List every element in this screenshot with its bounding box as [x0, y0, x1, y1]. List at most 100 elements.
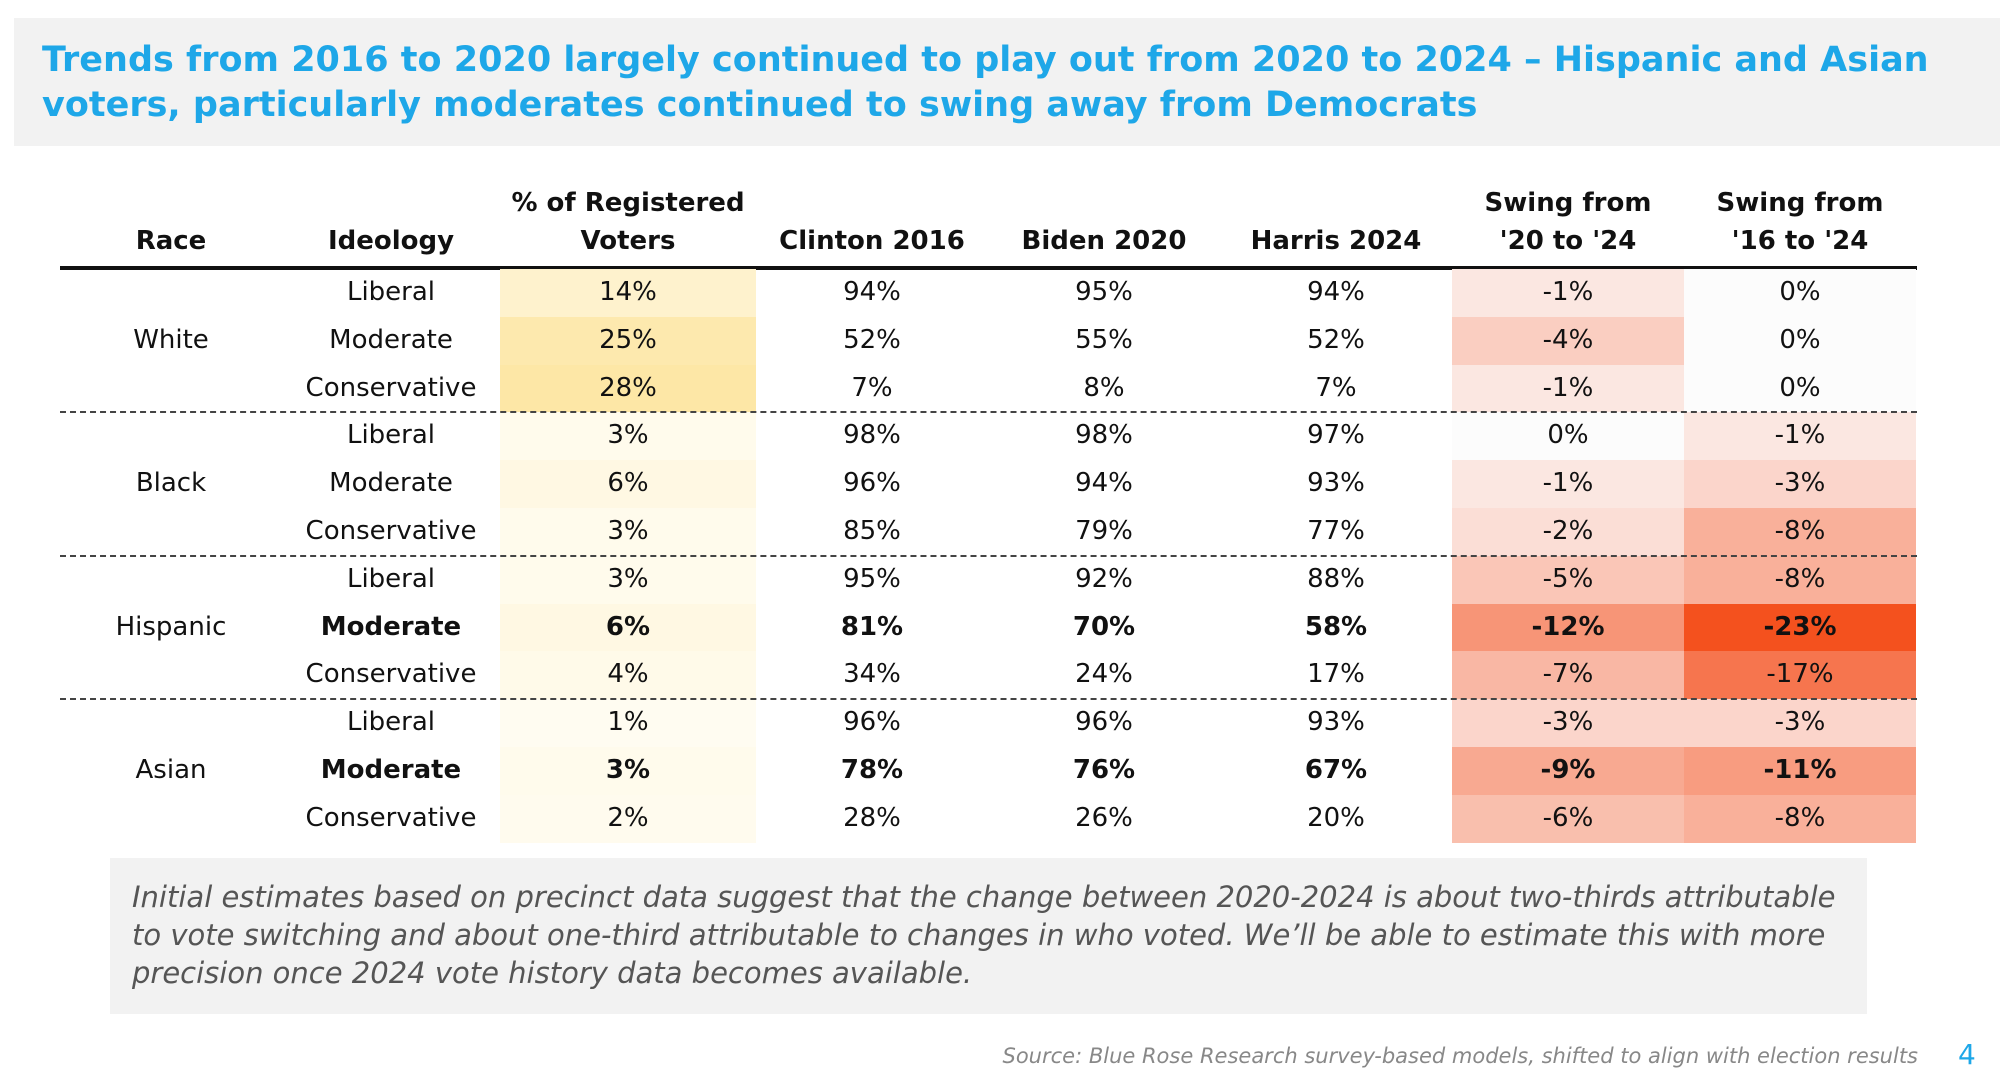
cell-ideology: Moderate: [329, 468, 453, 499]
cell-swing-20-24: -3%: [1452, 699, 1684, 747]
cell-swing-16-24: -3%: [1684, 699, 1916, 747]
cell-ideology: Moderate: [329, 324, 453, 355]
cell-registered: 1%: [500, 699, 756, 747]
header-swing-16-24-line2: '16 to '24: [1731, 226, 1869, 256]
cell-registered: 3%: [500, 412, 756, 461]
cell-swing-16-24: 0%: [1684, 316, 1916, 365]
cell-harris: 7%: [1315, 372, 1357, 403]
cell-registered: 14%: [500, 269, 756, 317]
cell-clinton: 95%: [843, 563, 901, 594]
cell-clinton: 94%: [843, 277, 901, 307]
cell-biden: 95%: [1075, 277, 1133, 307]
cell-harris: 67%: [1304, 755, 1368, 785]
cell-harris: 58%: [1304, 611, 1368, 642]
cell-registered: 4%: [500, 651, 756, 700]
cell-biden: 8%: [1083, 372, 1125, 403]
header-swing-20-24-line2: '20 to '24: [1499, 226, 1637, 256]
header-rule: [60, 266, 1917, 270]
cell-clinton: 7%: [851, 372, 893, 403]
cell-ideology: Conservative: [305, 516, 477, 546]
cell-swing-16-24: -23%: [1684, 603, 1916, 652]
cell-biden: 92%: [1075, 563, 1133, 594]
cell-clinton: 98%: [843, 420, 901, 451]
cell-swing-16-24: -11%: [1684, 747, 1916, 795]
race-label: Black: [135, 468, 207, 499]
cell-ideology: Liberal: [346, 563, 436, 594]
cell-swing-20-24: -2%: [1452, 508, 1684, 556]
cell-swing-20-24: -6%: [1452, 794, 1684, 843]
cell-ideology: Moderate: [320, 611, 462, 642]
race-label: White: [133, 324, 209, 355]
cell-swing-20-24: -12%: [1452, 603, 1684, 652]
cell-biden: 24%: [1075, 659, 1133, 690]
cell-ideology: Conservative: [305, 659, 477, 690]
header-race: Race: [135, 226, 207, 256]
cell-swing-16-24: -17%: [1684, 651, 1916, 700]
race-label: Hispanic: [115, 611, 227, 642]
cell-swing-16-24: 0%: [1684, 364, 1916, 413]
cell-swing-16-24: -8%: [1684, 555, 1916, 604]
cell-ideology: Conservative: [305, 372, 477, 403]
cell-ideology: Conservative: [305, 802, 477, 833]
cell-harris: 93%: [1307, 707, 1365, 738]
cell-clinton: 96%: [843, 707, 901, 738]
cell-ideology: Liberal: [346, 707, 436, 738]
cell-swing-20-24: -4%: [1452, 316, 1684, 365]
cell-swing-16-24: -1%: [1684, 412, 1916, 461]
cell-clinton: 85%: [843, 516, 901, 546]
cell-swing-20-24: -9%: [1452, 747, 1684, 795]
cell-registered: 28%: [500, 364, 756, 413]
cell-biden: 79%: [1075, 516, 1133, 546]
header-registered-line1: % of Registered: [511, 188, 745, 218]
slide-title-line-2: voters, particularly moderates continued…: [42, 85, 1478, 125]
cell-swing-16-24: -3%: [1684, 460, 1916, 508]
cell-ideology: Liberal: [346, 420, 436, 451]
cell-registered: 3%: [500, 555, 756, 604]
header-biden-2020: Biden 2020: [1021, 226, 1187, 256]
cell-biden: 70%: [1072, 611, 1136, 642]
cell-biden: 26%: [1075, 802, 1133, 833]
cell-swing-20-24: -5%: [1452, 555, 1684, 604]
cell-registered: 6%: [500, 603, 756, 652]
cell-registered: 25%: [500, 316, 756, 365]
group-divider: [60, 411, 1917, 414]
footnote-box: Initial estimates based on precinct data…: [110, 858, 1867, 1014]
cell-biden: 55%: [1075, 324, 1133, 355]
cell-clinton: 28%: [843, 802, 901, 833]
cell-registered: 2%: [500, 794, 756, 843]
header-ideology: Ideology: [327, 226, 455, 256]
group-divider: [60, 554, 1917, 557]
header-clinton-2016: Clinton 2016: [779, 226, 965, 256]
cell-swing-16-24: -8%: [1684, 508, 1916, 556]
cell-clinton: 81%: [840, 611, 904, 642]
cell-ideology: Moderate: [320, 755, 462, 785]
cell-harris: 77%: [1307, 516, 1365, 546]
cell-harris: 94%: [1307, 277, 1365, 307]
cell-harris: 52%: [1307, 324, 1365, 355]
cell-harris: 20%: [1307, 802, 1365, 833]
title-bar: Trends from 2016 to 2020 largely continu…: [14, 18, 2000, 146]
cell-harris: 93%: [1307, 468, 1365, 499]
header-swing-20-24-line1: Swing from: [1484, 188, 1652, 218]
header-registered-line2: Voters: [580, 226, 676, 256]
cell-swing-20-24: -1%: [1452, 269, 1684, 317]
cell-clinton: 52%: [843, 324, 901, 355]
cell-swing-16-24: -8%: [1684, 794, 1916, 843]
cell-biden: 94%: [1075, 468, 1133, 499]
slide-title-line-1: Trends from 2016 to 2020 largely continu…: [42, 40, 1929, 80]
source-note: Source: Blue Rose Research survey-based …: [1002, 1044, 1918, 1068]
group-divider: [60, 698, 1917, 701]
header-harris-2024: Harris 2024: [1250, 226, 1422, 256]
cell-registered: 6%: [500, 460, 756, 508]
cell-swing-20-24: -7%: [1452, 651, 1684, 700]
cell-harris: 88%: [1307, 563, 1365, 594]
cell-clinton: 34%: [843, 659, 901, 690]
page-number: 4: [1958, 1038, 1976, 1071]
cell-swing-20-24: -1%: [1452, 460, 1684, 508]
cell-clinton: 96%: [843, 468, 901, 499]
cell-registered: 3%: [500, 747, 756, 795]
header-swing-16-24-line1: Swing from: [1716, 188, 1884, 218]
cell-swing-16-24: 0%: [1684, 269, 1916, 317]
cell-registered: 3%: [500, 508, 756, 556]
cell-harris: 17%: [1307, 659, 1365, 690]
